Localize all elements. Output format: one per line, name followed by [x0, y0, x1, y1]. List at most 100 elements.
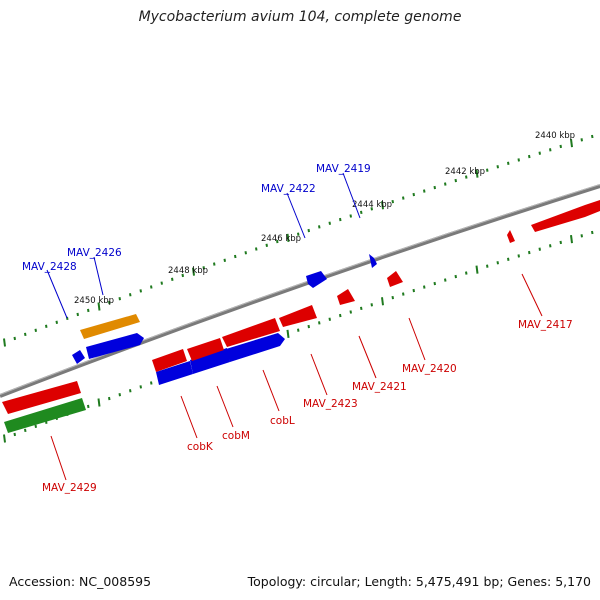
scale-tick: [118, 393, 121, 397]
scale-tick: [97, 302, 101, 311]
map-title: Mycobacterium avium 104, complete genome: [138, 9, 462, 25]
scale-tick: [433, 185, 436, 190]
scale-tick: [402, 292, 405, 296]
scale-tick: [370, 207, 373, 211]
scale-tick: [276, 239, 279, 244]
gene-cobK-fwd[interactable]: [156, 361, 193, 385]
scale-label-2450: 2450 kbp: [74, 296, 114, 306]
scale-tick: [538, 247, 541, 251]
leader-MAV_2428: [46, 269, 68, 319]
gene-cobL[interactable]: [222, 318, 280, 347]
leader-MAV_2417: [521, 273, 543, 317]
scale-tick: [139, 289, 142, 293]
gene-MAV_2420[interactable]: [387, 271, 403, 287]
label-MAV_2421[interactable]: MAV_2421: [352, 381, 407, 393]
gene-MAV_2417-small[interactable]: [507, 230, 515, 243]
gene-MAV_2426-orange[interactable]: [80, 314, 140, 339]
label-MAV_2417[interactable]: MAV_2417: [518, 319, 573, 331]
label-cobM[interactable]: cobM: [222, 430, 250, 442]
scale-label-2446: 2446 kbp: [261, 234, 301, 244]
scale-label-2440: 2440 kbp: [535, 131, 575, 141]
label-MAV_2422[interactable]: MAV_2422: [261, 183, 316, 195]
scale-tick: [160, 281, 163, 285]
scale-tick: [549, 244, 552, 248]
scale-tick: [349, 214, 352, 218]
gene-MAV_2417[interactable]: [531, 200, 600, 232]
scale-tick: [150, 285, 153, 289]
scale-tick: [171, 277, 174, 281]
scale-tick: [433, 281, 436, 286]
leader-MAV_2423: [310, 353, 328, 396]
forward-strand-genes: [72, 254, 377, 385]
scale-tick: [34, 328, 37, 333]
gene-MAV_2422[interactable]: [306, 271, 327, 288]
scale-tick: [108, 300, 111, 305]
scale-tick: [454, 178, 457, 183]
scale-tick: [517, 254, 520, 258]
label-MAV_2420[interactable]: MAV_2420: [402, 363, 457, 375]
gene-MAV_2429[interactable]: [2, 381, 81, 414]
label-MAV_2419[interactable]: MAV_2419: [316, 163, 371, 175]
gene-MAV_2426-blue[interactable]: [86, 333, 144, 359]
scale-tick: [223, 258, 226, 262]
scale-tick: [412, 288, 415, 293]
scale-tick: [34, 424, 37, 429]
scale-tick: [318, 225, 321, 229]
scale-tick: [297, 328, 300, 332]
gene-cobM[interactable]: [187, 338, 224, 361]
scale-tick: [139, 385, 142, 389]
scale-tick: [381, 201, 384, 210]
label-cobL[interactable]: cobL: [270, 415, 295, 427]
gene-MAV_2423[interactable]: [279, 305, 317, 327]
scale-tick: [570, 139, 573, 148]
label-MAV_2428[interactable]: MAV_2428: [22, 261, 77, 273]
scale-ticks-lower: [3, 230, 594, 443]
scale-tick: [118, 297, 121, 301]
scale-tick: [97, 398, 101, 407]
leader-cobL: [262, 369, 280, 412]
leader-cobK: [180, 395, 198, 439]
leader-MAV_2419: [342, 172, 361, 219]
scale-label-2448: 2448 kbp: [168, 266, 208, 276]
scale-tick: [286, 329, 290, 339]
leader-MAV_2426: [93, 256, 104, 296]
scale-tick: [412, 192, 415, 197]
scale-tick: [339, 313, 342, 318]
scale-tick: [87, 308, 90, 313]
scale-tick: [181, 273, 184, 278]
gene-cobM-fwd[interactable]: [190, 348, 230, 374]
label-MAV_2426[interactable]: MAV_2426: [67, 247, 122, 259]
gene-MAV_2428[interactable]: [72, 350, 85, 364]
leader-MAV_2429: [50, 435, 67, 481]
scale-tick: [507, 161, 510, 166]
scale-tick: [496, 165, 499, 169]
scale-tick: [454, 274, 457, 279]
scale-tick: [591, 134, 594, 139]
scale-tick: [444, 182, 447, 186]
scale-tick: [381, 297, 384, 306]
scale-tick: [465, 175, 468, 179]
scale-tick: [486, 264, 489, 268]
scale-tick: [360, 306, 363, 311]
scale-tick: [549, 148, 552, 152]
scale-tick: [129, 389, 132, 393]
scale-tick: [507, 257, 510, 262]
gene-cobK[interactable]: [152, 349, 187, 372]
leader-cobM: [216, 385, 234, 428]
scale-tick: [255, 247, 258, 251]
label-leaders: [46, 172, 543, 481]
gene-MAV_2421[interactable]: [337, 289, 355, 305]
label-MAV_2429[interactable]: MAV_2429: [42, 482, 97, 494]
scale-tick: [24, 332, 27, 337]
scale-tick: [528, 154, 531, 159]
gene-cobL-fwd[interactable]: [226, 333, 285, 362]
scale-tick: [13, 432, 16, 437]
genome-backbone: [0, 184, 600, 398]
gene-MAV_2419[interactable]: [369, 254, 377, 268]
gene-MAV_2429-green[interactable]: [4, 398, 86, 433]
scale-tick: [475, 265, 479, 274]
label-MAV_2423[interactable]: MAV_2423: [303, 398, 358, 410]
label-cobK[interactable]: cobK: [187, 441, 214, 453]
scale-tick: [108, 396, 111, 401]
scale-tick: [213, 262, 216, 266]
